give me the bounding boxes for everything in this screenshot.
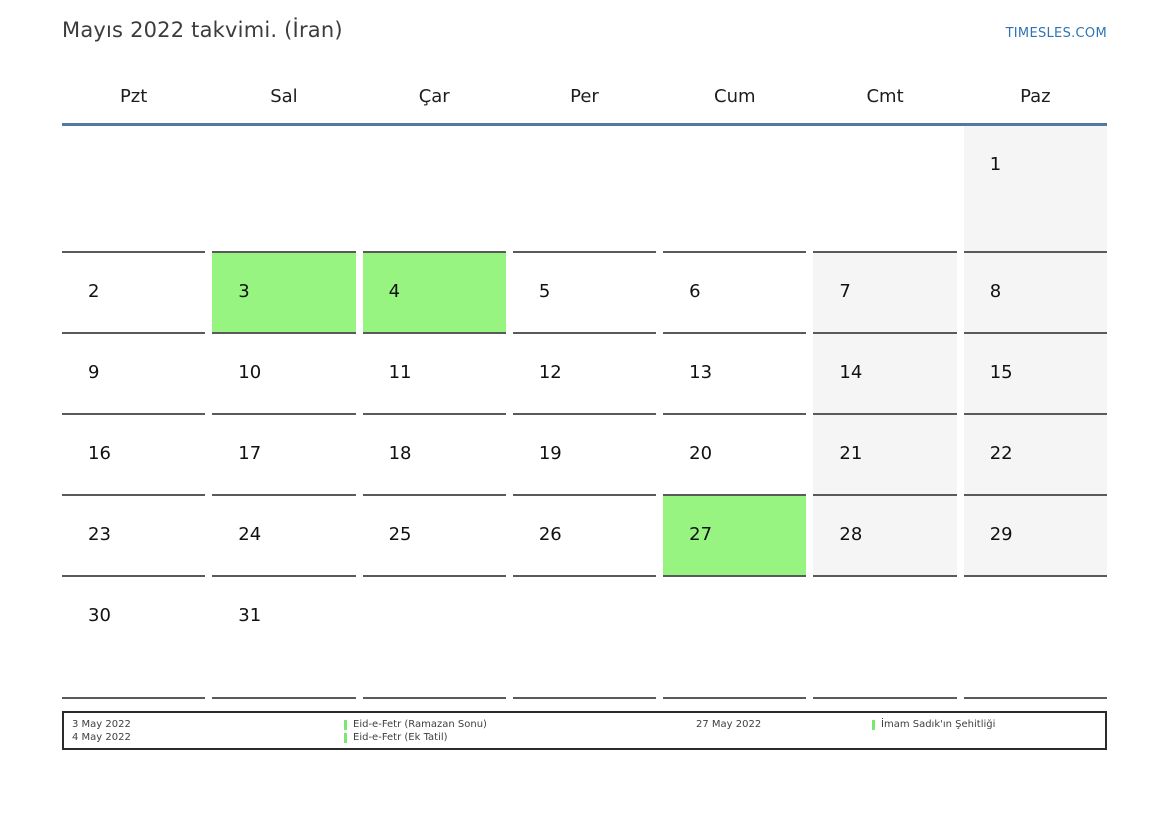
legend-dates-1: 3 May 2022 4 May 2022: [72, 718, 344, 744]
weekday-header-row: Pzt Sal Çar Per Cum Cmt Paz: [62, 86, 1107, 107]
day-cell-4: 4: [362, 253, 506, 334]
weekday-header-cum: Cum: [714, 86, 756, 107]
day-cell-29: 29: [963, 496, 1107, 577]
header-rule: [62, 123, 1107, 126]
legend-date: 4 May 2022: [72, 732, 131, 743]
day-cell-25: 25: [362, 496, 506, 577]
weekday-header-çar: Çar: [418, 86, 450, 107]
holiday-marker-icon: [344, 719, 347, 730]
day-cell-28: 28: [813, 496, 957, 577]
weekday-header-cmt: Cmt: [866, 86, 904, 107]
legend-labels-1: Eid-e-Fetr (Ramazan Sonu) Eid-e-Fetr (Ek …: [344, 718, 696, 744]
day-cell-24: 24: [212, 496, 356, 577]
day-cell-7: 7: [813, 253, 957, 334]
legend-item: Eid-e-Fetr (Ek Tatil): [344, 731, 696, 744]
day-cell-5: 5: [512, 253, 657, 334]
day-cell-8: 8: [963, 253, 1107, 334]
day-cell-1: 1: [963, 126, 1107, 253]
empty-cell: [362, 577, 506, 699]
day-cell-17: 17: [212, 415, 356, 496]
empty-cell: [212, 126, 356, 253]
day-cell-31: 31: [212, 577, 356, 699]
empty-cell: [512, 577, 657, 699]
day-cell-12: 12: [512, 334, 657, 415]
legend-item-label: İmam Sadık'ın Şehitliği: [881, 719, 996, 730]
topbar: Mayıs 2022 takvimi. (İran) TIMESLES.COM: [62, 18, 1107, 42]
weekday-header-pzt: Pzt: [119, 86, 148, 107]
legend-item: Eid-e-Fetr (Ramazan Sonu): [344, 718, 696, 731]
day-cell-15: 15: [963, 334, 1107, 415]
legend-item-label: Eid-e-Fetr (Ek Tatil): [353, 732, 448, 743]
day-cell-16: 16: [62, 415, 206, 496]
day-cell-27: 27: [663, 496, 807, 577]
day-cell-20: 20: [663, 415, 807, 496]
day-cell-10: 10: [212, 334, 356, 415]
day-cell-21: 21: [813, 415, 957, 496]
legend-date: 3 May 2022: [72, 719, 131, 730]
day-cell-14: 14: [813, 334, 957, 415]
legend-dates-2: 27 May 2022: [696, 718, 872, 744]
site-link[interactable]: TIMESLES.COM: [1005, 26, 1107, 41]
empty-cell: [663, 577, 807, 699]
weekday-header-sal: Sal: [270, 86, 298, 107]
empty-cell: [813, 126, 957, 253]
calendar-grid: 1 2 3 4 5 6 7 8 9 10 11 12 13 14 15 16 17 18 19 20 21 22 23 24 2…: [62, 126, 1107, 699]
day-cell-6: 6: [663, 253, 807, 334]
day-cell-19: 19: [512, 415, 657, 496]
legend-date: 27 May 2022: [696, 719, 762, 730]
legend: 3 May 2022 4 May 2022 Eid-e-Fetr (Ramazan …: [62, 711, 1107, 750]
day-cell-18: 18: [362, 415, 506, 496]
weekday-header-paz: Paz: [1020, 86, 1051, 107]
day-cell-11: 11: [362, 334, 506, 415]
empty-cell: [813, 577, 957, 699]
holiday-marker-icon: [344, 732, 347, 743]
day-cell-3: 3: [212, 253, 356, 334]
day-cell-22: 22: [963, 415, 1107, 496]
day-cell-9: 9: [62, 334, 206, 415]
empty-cell: [963, 577, 1107, 699]
holiday-marker-icon: [872, 719, 875, 730]
empty-cell: [362, 126, 506, 253]
calendar-page: Mayıs 2022 takvimi. (İran) TIMESLES.COM …: [62, 18, 1107, 750]
empty-cell: [62, 126, 206, 253]
day-cell-26: 26: [512, 496, 657, 577]
day-cell-13: 13: [663, 334, 807, 415]
legend-labels-2: İmam Sadık'ın Şehitliği: [872, 718, 1097, 744]
day-cell-2: 2: [62, 253, 206, 334]
legend-item-label: Eid-e-Fetr (Ramazan Sonu): [353, 719, 487, 730]
empty-cell: [663, 126, 807, 253]
day-cell-30: 30: [62, 577, 206, 699]
empty-cell: [512, 126, 657, 253]
weekday-header-per: Per: [570, 86, 599, 107]
page-title: Mayıs 2022 takvimi. (İran): [62, 18, 343, 42]
day-cell-23: 23: [62, 496, 206, 577]
legend-item: İmam Sadık'ın Şehitliği: [872, 718, 1097, 731]
